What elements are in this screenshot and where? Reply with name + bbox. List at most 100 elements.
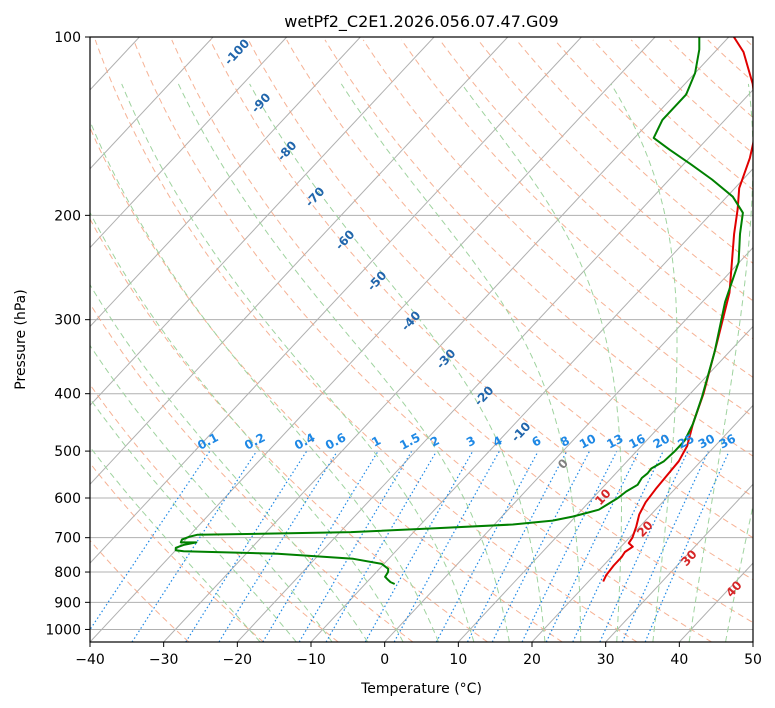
moist-adiabat [90, 211, 404, 642]
dewpoint-profile-line [174, 37, 744, 585]
moist-adiabat [90, 344, 333, 642]
dry-adiabat [516, 39, 753, 264]
y-tick-label: 600 [54, 491, 81, 507]
moist-adiabat [461, 83, 622, 642]
mixing-ratio-line [262, 451, 379, 642]
mixing-ratio-label: 20 [651, 431, 672, 451]
x-tick-label: 30 [597, 652, 615, 668]
mixing-ratio-line [599, 451, 689, 642]
dry-adiabat [286, 39, 753, 498]
y-tick-label: 100 [54, 30, 81, 46]
isotherm-gridline [90, 37, 361, 328]
mixing-ratio-line [364, 451, 474, 642]
mixing-ratio-label: 13 [604, 431, 625, 451]
isotherm-gridline [457, 325, 753, 642]
y-tick-label: 200 [54, 208, 81, 224]
dry-adiabats [90, 39, 753, 642]
y-tick-label: 1000 [45, 622, 81, 638]
x-tick-label: 50 [744, 652, 762, 668]
x-tick-label: −30 [149, 652, 179, 668]
moist-adiabat [90, 120, 439, 642]
dry-adiabat [94, 39, 638, 642]
y-tick-label: 900 [54, 595, 81, 611]
mixing-ratio-line [298, 451, 413, 642]
y-axis: 1000 900 800 700 600 500 400 300 200 100 [45, 30, 90, 638]
mixing-ratio-line [521, 451, 618, 642]
x-tick-label: 40 [670, 652, 688, 668]
mixing-ratio-line [393, 451, 500, 642]
profile-series [174, 37, 753, 585]
isotherm-gridline [605, 483, 753, 642]
x-tick-label: −10 [296, 652, 326, 668]
moist-adiabat [90, 283, 369, 642]
moist-adiabat [725, 503, 753, 642]
moist-adiabat [90, 446, 261, 642]
dry-adiabat [133, 39, 712, 642]
plot-frame [89, 36, 754, 643]
dry-adiabat [90, 302, 414, 642]
skewed-isotherm-gridlines [90, 37, 753, 642]
isotherm-gridline [90, 37, 214, 170]
isotherm-gridline [90, 37, 582, 564]
dry-adiabat [171, 39, 753, 624]
isotherm-gridline [531, 404, 753, 642]
dry-adiabat [554, 39, 753, 227]
mixing-ratio-line [218, 451, 338, 642]
moist-adiabat [121, 83, 475, 642]
mixing-ratio-lines [90, 451, 730, 642]
mixing-ratio-label: 30 [696, 431, 717, 451]
x-tick-label: 10 [449, 652, 467, 668]
mixing-ratio-line [572, 451, 664, 642]
moist-adiabat [340, 83, 582, 642]
mixing-ratio-line [131, 451, 257, 642]
chart-title: wetPf2_C2E1.2026.056.07.47.G09 [284, 12, 558, 32]
dry-adiabat [90, 462, 264, 642]
x-tick-label: −40 [75, 652, 105, 668]
dry-adiabat [362, 39, 753, 418]
y-tick-label: 300 [54, 313, 81, 329]
dry-adiabat [90, 126, 563, 642]
temperature-profile-line [602, 37, 753, 582]
isotherm-gridline [310, 168, 753, 642]
moist-adiabat [249, 83, 546, 642]
isotherm-gridline [163, 37, 730, 642]
moist-adiabat [610, 83, 678, 642]
dry-adiabat [90, 539, 190, 642]
moist-adiabats [90, 83, 753, 642]
x-axis-title: Temperature (°C) [360, 681, 482, 697]
mixing-ratio-label: 25 [675, 431, 696, 451]
x-tick-label: 20 [523, 652, 541, 668]
dry-adiabat [477, 39, 753, 302]
isotherm-gridline [90, 37, 288, 249]
isotherm-gridline [90, 37, 656, 642]
dry-adiabat [90, 383, 339, 642]
y-tick-label: 700 [54, 531, 81, 547]
mixing-ratio-label: 16 [626, 431, 647, 451]
isotherm-gridline [384, 246, 753, 642]
dry-adiabat [630, 39, 753, 155]
x-tick-label: −20 [223, 652, 253, 668]
dry-adiabat [209, 39, 753, 581]
mixing-ratio-line [325, 451, 437, 642]
isotherm-gridline [236, 89, 753, 642]
x-axis: −40 −30 −20 −10 0 10 20 30 40 50 [75, 642, 762, 668]
x-tick-label: 0 [380, 652, 389, 668]
dry-adiabat [401, 39, 753, 378]
isotherm-gridline [90, 37, 435, 407]
moist-adiabat [688, 83, 753, 642]
mixing-ratio-label: 36 [717, 431, 738, 451]
mixing-ratio-line [185, 451, 307, 642]
y-tick-label: 500 [54, 444, 81, 460]
y-tick-label: 400 [54, 387, 81, 403]
mixing-ratio-label: 10 [577, 431, 598, 451]
isotherm-gridline [90, 37, 509, 485]
dry-adiabat [247, 39, 753, 539]
y-tick-label: 800 [54, 565, 81, 581]
moist-adiabat [90, 397, 297, 642]
y-axis-title: Pressure (hPa) [13, 289, 29, 389]
moist-adiabat [177, 83, 510, 642]
mixing-ratio-line [644, 451, 730, 642]
mixing-ratio-line [545, 451, 640, 642]
